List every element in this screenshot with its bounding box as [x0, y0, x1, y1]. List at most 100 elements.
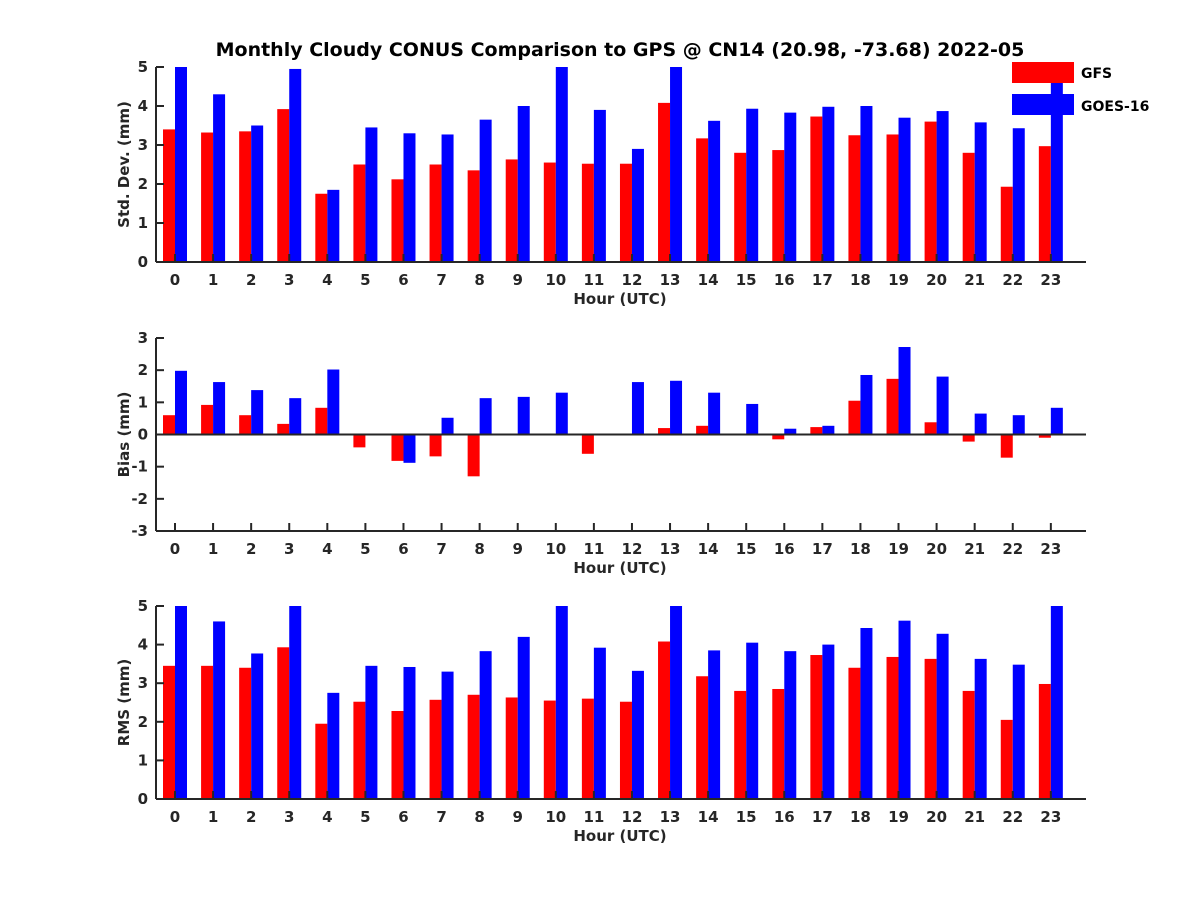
xtick-label-bias: 17	[812, 540, 833, 558]
bar-stddev-gfs-h8	[467, 170, 480, 262]
bar-rms-goes-16-h0	[175, 606, 187, 799]
xtick-label-bias: 14	[698, 540, 719, 558]
xtick-label-bias: 5	[360, 540, 370, 558]
bar-bias-gfs-h17	[810, 427, 823, 435]
bar-stddev-gfs-h0	[163, 129, 175, 262]
bar-rms-goes-16-h8	[479, 651, 492, 799]
bar-rms-goes-16-h23	[1050, 606, 1063, 799]
bar-rms-goes-16-h6	[403, 666, 416, 799]
xtick-label-rms: 14	[698, 808, 719, 826]
bar-stddev-goes-16-h17	[822, 106, 835, 262]
bar-bias-gfs-h6	[391, 434, 404, 461]
legend-label-goes16: GOES-16	[1081, 99, 1149, 115]
bar-bias-goes-16-h1	[213, 382, 226, 435]
bar-stddev-goes-16-h9	[517, 106, 530, 262]
xtick-label-rms: 12	[622, 808, 643, 826]
xtick-label-bias: 18	[850, 540, 871, 558]
bar-bias-gfs-h23	[1038, 434, 1051, 438]
bar-rms-gfs-h7	[429, 699, 442, 799]
xtick-label-bias: 22	[1002, 540, 1023, 558]
bar-bias-gfs-h19	[886, 378, 899, 435]
bar-stddev-gfs-h19	[886, 134, 899, 262]
xtick-label-stddev: 3	[284, 271, 294, 289]
bar-rms-gfs-h2	[239, 667, 252, 799]
bar-rms-goes-16-h2	[251, 653, 264, 799]
bar-bias-goes-16-h12	[631, 382, 644, 435]
bar-stddev-gfs-h20	[924, 121, 937, 262]
bar-bias-goes-16-h0	[175, 370, 187, 435]
xtick-label-stddev: 15	[736, 271, 757, 289]
bar-stddev-gfs-h18	[848, 135, 861, 262]
bar-rms-goes-16-h22	[1012, 664, 1025, 799]
bar-rms-goes-16-h3	[289, 606, 302, 799]
bar-rms-gfs-h3	[277, 647, 290, 799]
bar-bias-goes-16-h10	[555, 392, 568, 435]
ytick-label-rms: 2	[138, 713, 148, 731]
xtick-label-bias: 4	[322, 540, 332, 558]
bar-bias-gfs-h8	[467, 434, 480, 477]
bar-bias-gfs-h5	[353, 434, 366, 448]
bar-rms-goes-16-h11	[593, 647, 606, 799]
bar-rms-gfs-h21	[962, 690, 975, 799]
bar-stddev-goes-16-h2	[251, 125, 264, 262]
xtick-label-rms: 4	[322, 808, 332, 826]
xtick-label-bias: 7	[436, 540, 446, 558]
bar-bias-gfs-h2	[239, 415, 252, 435]
ytick-label-stddev: 2	[138, 175, 148, 193]
xtick-label-stddev: 5	[360, 271, 370, 289]
ytick-label-rms: 3	[138, 674, 148, 692]
xtick-label-rms: 3	[284, 808, 294, 826]
bar-bias-gfs-h4	[315, 407, 328, 435]
xtick-label-bias: 20	[926, 540, 947, 558]
bar-rms-goes-16-h10	[555, 606, 568, 799]
ytick-label-bias: -1	[131, 458, 148, 476]
bar-stddev-goes-16-h15	[746, 108, 759, 262]
bar-bias-gfs-h7	[429, 434, 442, 457]
bar-stddev-goes-16-h8	[479, 119, 492, 263]
bar-stddev-goes-16-h20	[936, 111, 949, 262]
bar-rms-goes-16-h5	[365, 665, 378, 799]
bar-bias-goes-16-h13	[670, 380, 683, 435]
bar-bias-gfs-h18	[848, 400, 861, 435]
xtick-label-stddev: 2	[246, 271, 256, 289]
bar-stddev-goes-16-h4	[327, 189, 340, 262]
bar-bias-goes-16-h15	[746, 403, 759, 435]
bar-bias-goes-16-h23	[1050, 407, 1063, 435]
legend-swatch-gfs	[1012, 62, 1074, 83]
xtick-label-bias: 11	[583, 540, 604, 558]
ytick-label-stddev: 0	[138, 253, 148, 271]
bar-bias-gfs-h21	[962, 434, 975, 442]
xtick-label-stddev: 7	[436, 271, 446, 289]
bar-rms-goes-16-h21	[974, 658, 987, 799]
bar-stddev-gfs-h13	[658, 102, 671, 262]
bar-stddev-gfs-h3	[277, 109, 290, 263]
xtick-label-bias: 10	[545, 540, 566, 558]
xtick-label-bias: 2	[246, 540, 256, 558]
bar-rms-gfs-h19	[886, 656, 899, 799]
bar-stddev-gfs-h11	[581, 163, 594, 262]
bar-stddev-gfs-h17	[810, 116, 823, 262]
bar-rms-gfs-h0	[163, 665, 175, 799]
xtick-label-bias: 12	[622, 540, 643, 558]
xtick-label-bias: 23	[1040, 540, 1061, 558]
bar-bias-goes-16-h19	[898, 347, 911, 435]
xtick-label-bias: 9	[513, 540, 523, 558]
bar-stddev-gfs-h22	[1000, 186, 1013, 262]
ytick-label-bias: -3	[131, 522, 148, 540]
bar-rms-gfs-h13	[658, 641, 671, 799]
bar-rms-goes-16-h12	[631, 670, 644, 799]
ytick-label-stddev: 1	[138, 214, 148, 232]
xtick-label-stddev: 12	[622, 271, 643, 289]
bar-rms-gfs-h11	[581, 698, 594, 799]
xtick-label-stddev: 8	[474, 271, 484, 289]
xtick-label-stddev: 23	[1040, 271, 1061, 289]
xtick-label-stddev: 0	[170, 271, 180, 289]
ytick-label-rms: 1	[138, 751, 148, 769]
bar-rms-goes-16-h4	[327, 692, 340, 799]
ytick-label-bias: 0	[138, 426, 148, 444]
bar-stddev-gfs-h23	[1038, 146, 1051, 262]
bar-stddev-goes-16-h12	[631, 148, 644, 262]
bar-rms-gfs-h4	[315, 723, 328, 799]
